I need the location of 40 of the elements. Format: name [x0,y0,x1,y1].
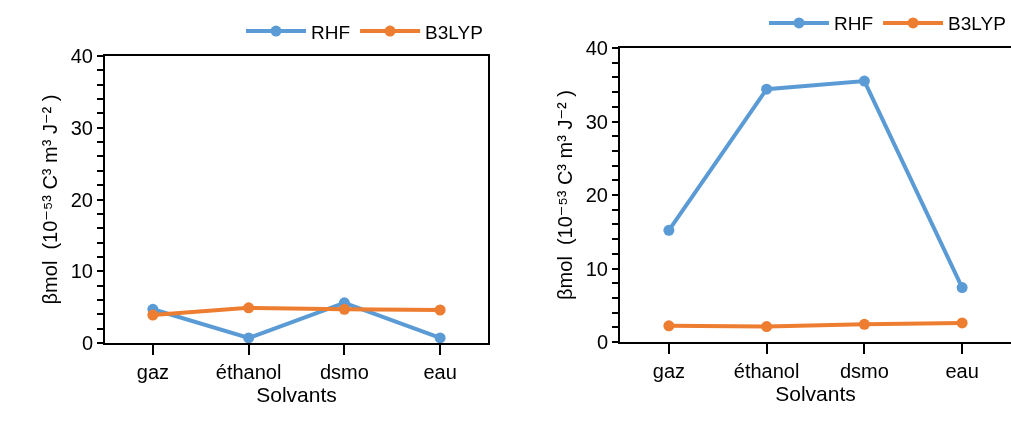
x-tick-label: dsmo [319,361,369,383]
y-tick-label: 30 [585,110,608,133]
point [434,304,446,316]
y-tick-label: 20 [585,184,608,206]
point [663,320,675,332]
y-tick-label: 30 [70,116,93,139]
y-tick-label: 40 [70,45,93,67]
point [663,224,675,236]
point [147,309,159,321]
x-axis-title: Solvants [256,383,337,406]
point [956,317,968,329]
y-tick-label: 0 [596,331,608,353]
point [243,332,255,344]
y-tick-label: 10 [70,260,93,283]
y-tick-label: 40 [585,37,608,59]
y-tick-label: 10 [585,257,608,280]
y-axis-title: βmol (10⁻⁵³ C³ m³ J⁻² ) [553,90,576,300]
point [761,321,773,333]
legend-label: RHF [311,21,351,43]
x-tick-label: éthanol [215,361,282,383]
legend-label: B3LYP [425,21,483,43]
x-tick-label: dsmo [839,360,889,382]
x-tick-label: gaz [652,360,686,382]
x-tick-label: gaz [136,361,170,383]
x-tick-label: eau [423,361,457,383]
y-tick-label: 20 [70,188,93,211]
point [761,83,773,95]
point [338,303,350,315]
point [858,75,870,87]
x-tick-label: eau [945,360,979,382]
y-tick-label: 0 [81,332,93,354]
point [434,332,446,344]
point [858,318,870,330]
y-axis-title: βmol (10⁻⁵³ C³ m³ J⁻² ) [38,94,61,305]
legend-label: RHF [834,13,874,35]
x-tick-label: éthanol [733,360,800,382]
point [956,282,968,294]
x-axis-title: Solvants [775,382,856,405]
legend-label: B3LYP [948,13,1006,35]
point [243,302,255,314]
